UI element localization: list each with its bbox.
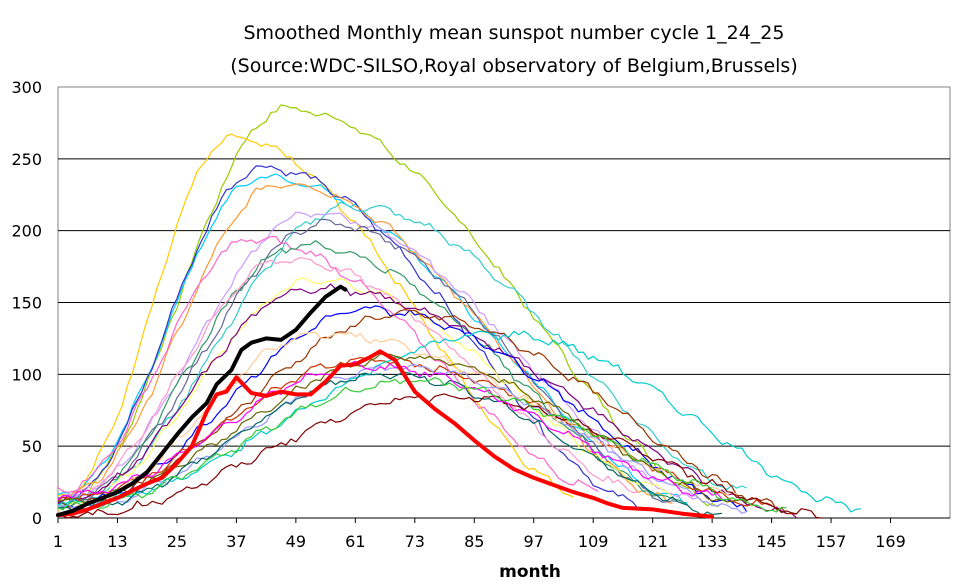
background-cycle-line [57, 330, 861, 513]
background-cycle-line [57, 218, 678, 505]
x-tick-label: 61 [345, 532, 365, 551]
chart-title: Smoothed Monthly mean sunspot number cyc… [243, 22, 785, 44]
y-tick-label: 0 [32, 509, 42, 528]
cycle-25-line [56, 284, 348, 518]
y-tick-label: 50 [22, 437, 42, 456]
x-tick-label: 121 [637, 532, 668, 551]
background-cycle-line [57, 360, 723, 501]
x-tick-label: 109 [578, 532, 609, 551]
x-tick-label: 73 [405, 532, 425, 551]
y-tick-label: 300 [11, 78, 42, 97]
background-cycle-line [57, 377, 787, 513]
x-tick-label: 85 [464, 532, 484, 551]
x-tick-label: 25 [167, 532, 187, 551]
y-tick-label: 150 [11, 294, 42, 313]
background-cycle-line [57, 240, 688, 510]
x-tick-label: 133 [697, 532, 728, 551]
background-cycle-line [57, 331, 738, 515]
x-tick-label: 157 [816, 532, 847, 551]
y-tick-label: 100 [11, 365, 42, 384]
background-cycle-line [57, 257, 638, 502]
cycle-24-line [56, 349, 715, 519]
background-cycle-line [57, 357, 772, 507]
background-cycle-line [57, 283, 797, 519]
x-tick-label: 169 [875, 532, 906, 551]
background-cycle-line [57, 165, 639, 509]
background-cycle-line [57, 236, 599, 493]
x-tick-label: 97 [524, 532, 544, 551]
y-tick-label: 200 [11, 222, 42, 241]
x-tick-label: 1 [53, 532, 63, 551]
x-tick-label: 37 [226, 532, 246, 551]
y-tick-label: 250 [11, 150, 42, 169]
x-tick-label: 145 [756, 532, 787, 551]
x-axis-label: month [499, 562, 561, 582]
background-cycle-line [57, 104, 723, 508]
background-cycle-line [57, 393, 822, 519]
x-tick-label: 49 [286, 532, 306, 551]
x-tick-label: 13 [107, 532, 127, 551]
chart-subtitle: (Source:WDC-SILSO,Royal observatory of B… [230, 55, 798, 77]
background-cycle-line [57, 371, 723, 517]
